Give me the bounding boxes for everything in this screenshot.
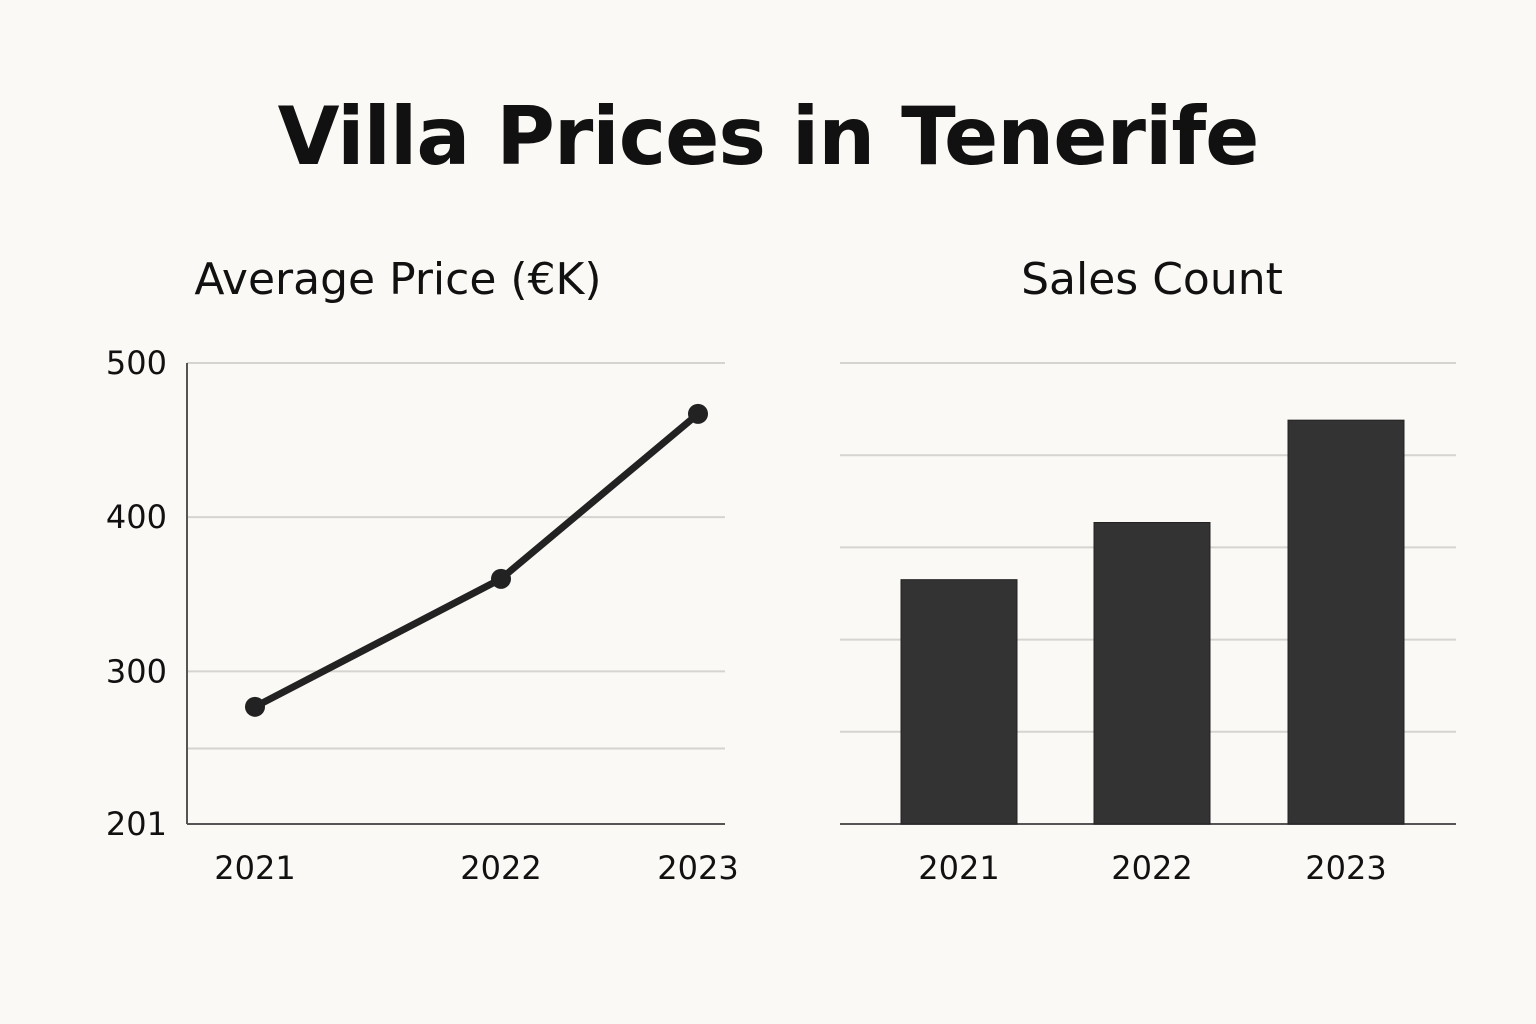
line-chart-x-tick-labels: 2021 2022 2023 (214, 849, 738, 887)
line-x-tick-label: 2022 (460, 849, 541, 887)
sales-bar-2022 (1093, 522, 1211, 825)
price-point-2023 (688, 403, 708, 424)
price-point-2021 (245, 696, 265, 717)
line-chart: Average Price (€K) 500 400 300 201 2021 2022… (106, 254, 739, 887)
bar-x-tick-label: 2023 (1305, 849, 1386, 887)
line-y-tick-label: 400 (106, 498, 167, 536)
price-points (245, 403, 708, 717)
bar-chart: Sales Count 2021 2022 2023 (840, 254, 1456, 887)
bar-chart-title: Sales Count (1021, 254, 1283, 305)
line-x-tick-label: 2021 (214, 849, 295, 887)
bar-x-tick-label: 2021 (918, 849, 999, 887)
bar-x-tick-label: 2022 (1111, 849, 1192, 887)
line-y-tick-label: 300 (106, 652, 167, 690)
line-y-tick-label: 201 (106, 805, 167, 843)
sales-bar-2023 (1287, 419, 1405, 825)
sales-bars (900, 419, 1405, 825)
price-line (253, 411, 701, 710)
line-x-tick-label: 2023 (657, 849, 738, 887)
price-point-2022 (491, 568, 511, 589)
page-title: Villa Prices in Tenerife (277, 90, 1260, 183)
line-chart-y-tick-labels: 500 400 300 201 (106, 344, 167, 843)
line-y-tick-label: 500 (106, 344, 167, 382)
sales-bar-2021 (900, 579, 1018, 825)
line-chart-gridlines (187, 362, 725, 750)
line-chart-title: Average Price (€K) (194, 254, 601, 305)
bar-chart-x-tick-labels: 2021 2022 2023 (918, 849, 1386, 887)
